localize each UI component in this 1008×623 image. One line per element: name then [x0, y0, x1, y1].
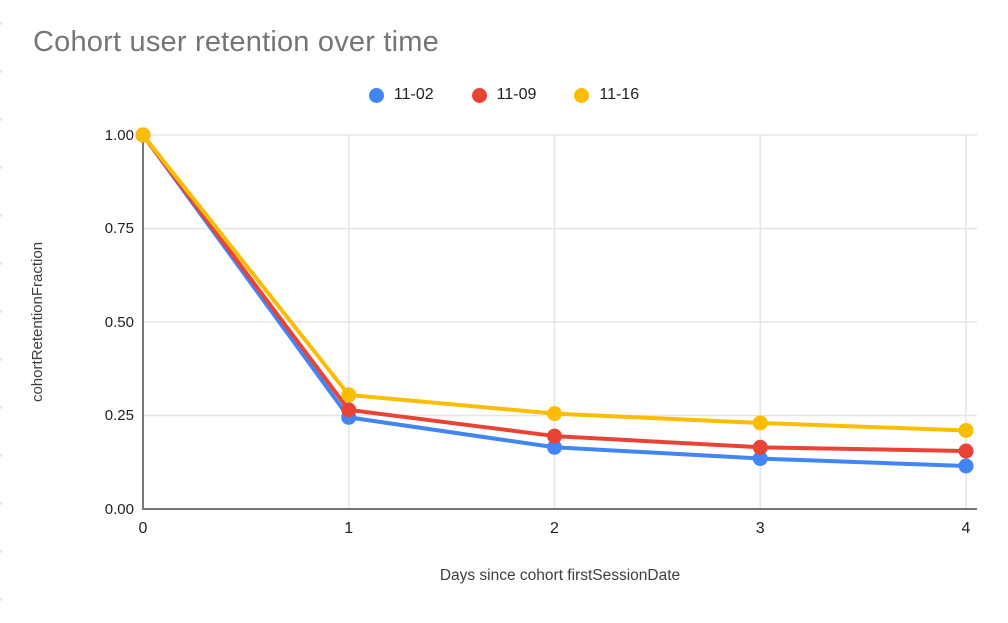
- data-point-11-09-day3[interactable]: [752, 439, 768, 455]
- x-tick-label: 4: [961, 520, 971, 537]
- data-point-11-16-day3[interactable]: [752, 415, 768, 431]
- y-axis-title: cohortRetentionFraction: [29, 241, 46, 403]
- y-tick-label: 0.25: [104, 407, 134, 424]
- data-point-11-02-day2[interactable]: [547, 439, 562, 455]
- legend-item-11-16[interactable]: 11-16: [574, 86, 639, 104]
- x-tick-label: 3: [755, 520, 765, 537]
- x-tick-label: 0: [138, 520, 148, 537]
- chart-title: Cohort user retention over time: [33, 26, 439, 58]
- data-point-11-09-day2[interactable]: [547, 428, 562, 444]
- data-point-11-09-day1[interactable]: [341, 402, 357, 418]
- x-axis-title: Days since cohort firstSessionDate: [439, 567, 681, 584]
- data-point-11-09-day4[interactable]: [958, 443, 974, 459]
- legend: 11-02 11-09 11-16: [0, 83, 1008, 107]
- legend-item-11-09[interactable]: 11-09: [471, 86, 537, 104]
- legend-swatch-icon: [368, 87, 384, 103]
- data-point-11-16-day1[interactable]: [341, 387, 357, 403]
- x-tick-label: 2: [550, 520, 559, 537]
- data-point-11-02-day4[interactable]: [958, 458, 974, 474]
- data-point-11-02-day3[interactable]: [752, 451, 768, 467]
- legend-label: 11-16: [599, 86, 640, 103]
- left-edge-artifacts: [0, 22, 2, 602]
- legend-swatch-icon: [471, 87, 487, 103]
- legend-label: 11-09: [496, 86, 537, 103]
- y-tick-label: 0.50: [104, 313, 134, 331]
- y-tick-label: 1.00: [104, 126, 134, 144]
- data-point-11-16-day4[interactable]: [958, 422, 974, 438]
- y-tick-label: 0.75: [104, 220, 134, 237]
- x-tick-label: 1: [344, 520, 354, 537]
- legend-swatch-icon: [574, 87, 590, 103]
- data-point-11-16-day2[interactable]: [547, 406, 562, 422]
- data-point-11-16-day0[interactable]: [135, 127, 151, 143]
- legend-item-11-02[interactable]: 11-02: [368, 86, 434, 104]
- legend-label: 11-02: [393, 86, 434, 103]
- y-tick-label: 0.00: [104, 500, 134, 518]
